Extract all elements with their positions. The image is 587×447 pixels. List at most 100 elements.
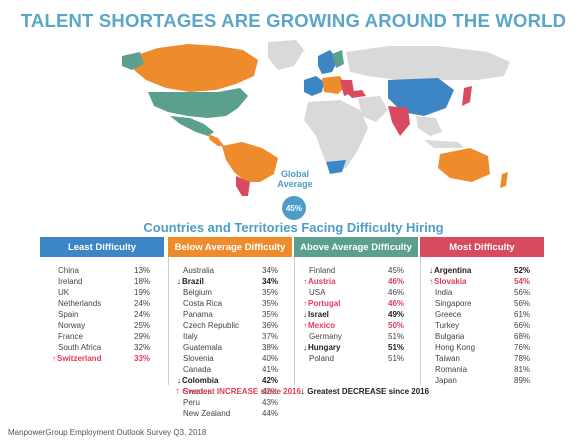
country-name: Singapore	[435, 299, 472, 308]
country-value: 43%	[262, 398, 279, 407]
country-value: 35%	[262, 310, 279, 319]
table-row: Spain 24%	[58, 309, 164, 320]
country-value: 61%	[514, 310, 531, 319]
table-row: Norway 25%	[58, 320, 164, 331]
country-name: Poland	[309, 354, 334, 363]
table-row: ↑ Portugal 46%	[303, 298, 418, 309]
table-row: Bulgaria 68%	[435, 331, 544, 342]
country-value: 44%	[262, 409, 279, 418]
decrease-arrow-icon: ↓	[177, 277, 181, 286]
country-name: Turkey	[435, 321, 460, 330]
table-row: Singapore 56%	[435, 298, 544, 309]
country-value: 78%	[514, 354, 531, 363]
table-row: Romania 81%	[435, 364, 544, 375]
country-value: 46%	[388, 277, 405, 286]
table-row: Poland 51%	[309, 353, 418, 364]
country-value: 42%	[262, 387, 279, 396]
global-average-label: Global Average	[270, 169, 320, 189]
map-russia	[346, 46, 510, 80]
global-label-line2: Average	[277, 179, 313, 189]
decrease-arrow-icon: ↓	[429, 266, 433, 275]
world-map	[122, 40, 510, 196]
country-value: 50%	[388, 321, 405, 330]
country-name: China	[58, 266, 79, 275]
column-body: China 13% Ireland 18% UK 19% Netherlands 24% Spa…	[40, 257, 164, 385]
map-australia	[438, 148, 490, 182]
country-value: 54%	[514, 277, 531, 286]
table-row: USA 46%	[309, 287, 418, 298]
country-name: Norway	[58, 321, 86, 330]
map-china	[388, 78, 454, 116]
country-name: Canada	[183, 365, 212, 374]
table-row: Guatemala 38%	[183, 342, 292, 353]
country-name: Switzerland	[57, 354, 102, 363]
map-south-africa	[326, 160, 346, 174]
table-row: Turkey 66%	[435, 320, 544, 331]
country-value: 24%	[134, 310, 151, 319]
legend-decrease-label: Greatest DECREASE since 2016	[307, 387, 430, 396]
table-row: ↓ Israel 49%	[303, 309, 418, 320]
table-row: Netherlands 24%	[58, 298, 164, 309]
table-row: ↓ Brazil 34%	[177, 276, 292, 287]
increase-arrow-icon: ↑	[303, 277, 307, 286]
column-header: Above Average Difficulty	[294, 237, 418, 257]
country-name: Mexico	[308, 321, 336, 330]
country-value: 49%	[388, 310, 405, 319]
legend-increase-label: Greatest INCREASE since 2016	[182, 387, 301, 396]
country-value: 41%	[262, 365, 279, 374]
column-body: Australia 34% ↓ Brazil 34% Belgium 35% Costa Ri…	[168, 257, 292, 418]
difficulty-table-col-3: Most Difficulty ↓ Argentina 52% ↑ Slovakia 54%…	[420, 237, 544, 385]
table-row: Canada 41%	[183, 364, 292, 375]
map-india	[388, 106, 410, 136]
legend-increase: ↑ Greatest INCREASE since 2016	[175, 386, 301, 397]
country-value: 36%	[262, 321, 279, 330]
country-name: UK	[58, 288, 70, 297]
country-name: Spain	[58, 310, 79, 319]
map-turkey	[346, 90, 366, 98]
table-row: ↑ Slovakia 54%	[429, 276, 544, 287]
decrease-arrow-icon: ↓	[303, 310, 307, 319]
map-greenland	[268, 40, 304, 70]
table-row: ↓ Hungary 51%	[303, 342, 418, 353]
legend-decrease: ↓ Greatest DECREASE since 2016	[300, 386, 429, 397]
chart-subtitle: Countries and Territories Facing Difficu…	[143, 220, 444, 235]
country-name: USA	[309, 288, 326, 297]
map-south-america-north	[222, 142, 278, 182]
increase-arrow-icon: ↑	[175, 386, 180, 397]
chart-title: TALENT SHORTAGES ARE GROWING AROUND THE …	[20, 10, 567, 31]
country-value: 19%	[134, 288, 151, 297]
table-row: ↑ Switzerland 33%	[52, 353, 164, 364]
difficulty-table-col-0: Least Difficulty China 13% Ireland 18% UK 19% N…	[40, 237, 164, 385]
country-name: Panama	[183, 310, 213, 319]
difficulty-table-col-2: Above Average Difficulty Finland 45% ↑ Austr…	[294, 237, 418, 385]
decrease-arrow-icon: ↓	[177, 376, 181, 385]
country-name: Argentina	[434, 266, 472, 275]
table-row: Finland 45%	[309, 265, 418, 276]
country-value: 25%	[134, 321, 151, 330]
table-row: ↓ Argentina 52%	[429, 265, 544, 276]
country-value: 56%	[514, 299, 531, 308]
country-value: 56%	[514, 288, 531, 297]
table-row: South Africa 32%	[58, 342, 164, 353]
country-value: 66%	[514, 321, 531, 330]
country-name: Sweden	[183, 387, 212, 396]
map-africa	[304, 100, 368, 172]
table-row: Taiwan 78%	[435, 353, 544, 364]
column-header: Below Average Difficulty	[168, 237, 292, 257]
map-canada	[128, 44, 258, 92]
country-value: 46%	[388, 299, 405, 308]
country-name: Japan	[435, 376, 457, 385]
table-row: France 29%	[58, 331, 164, 342]
table-row: Australia 34%	[183, 265, 292, 276]
country-name: Israel	[308, 310, 329, 319]
table-row: Belgium 35%	[183, 287, 292, 298]
map-indonesia	[424, 140, 464, 148]
country-value: 33%	[134, 354, 151, 363]
increase-arrow-icon: ↑	[52, 354, 56, 363]
source-note: ManpowerGroup Employment Outlook Survey …	[8, 428, 207, 437]
country-name: India	[435, 288, 453, 297]
table-row: Hong Kong 76%	[435, 342, 544, 353]
decrease-arrow-icon: ↓	[303, 343, 307, 352]
country-name: Colombia	[182, 376, 219, 385]
country-value: 42%	[262, 376, 279, 385]
